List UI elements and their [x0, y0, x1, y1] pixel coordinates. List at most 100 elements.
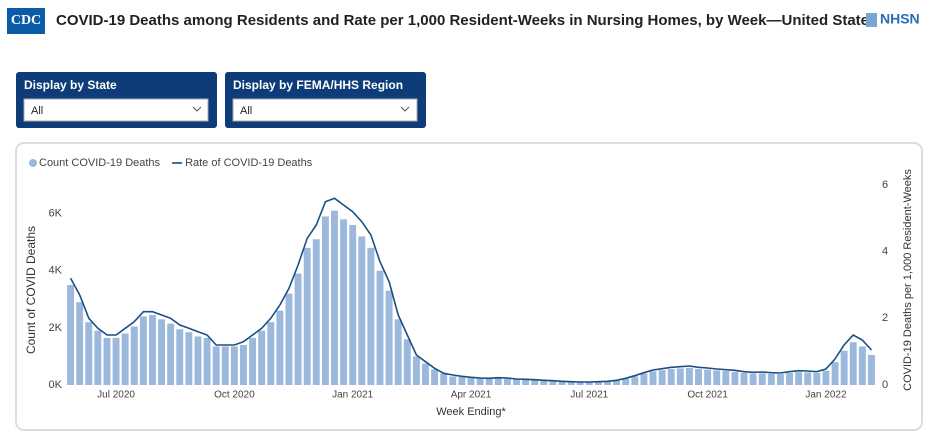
bar: [303, 247, 311, 385]
bar: [695, 369, 702, 385]
bar: [331, 210, 338, 385]
bar: [540, 380, 548, 385]
bar: [713, 370, 721, 385]
bar: [230, 346, 238, 385]
chevron: [192, 106, 202, 112]
bar: [112, 337, 120, 385]
dropdown[interactable]: [232, 98, 418, 122]
chart-panel: [15, 142, 923, 431]
bar: [740, 373, 748, 385]
bar: [467, 377, 475, 385]
legend-label: Rate of COVID-19 Deaths: [185, 157, 313, 169]
x-tick-label: Apr 2021: [451, 390, 492, 401]
bar: [67, 285, 75, 385]
x-tick-label: Jul 2021: [570, 390, 608, 401]
brand: NHSN: [880, 11, 920, 27]
bar: [585, 382, 593, 385]
bar: [804, 372, 812, 385]
dropdown[interactable]: [23, 98, 209, 122]
bar: [340, 219, 348, 385]
bar: [412, 356, 420, 385]
bar: [458, 377, 466, 385]
bar: [194, 336, 202, 385]
filter-label: Display by State: [24, 78, 117, 92]
bar: [121, 333, 129, 385]
y2-tick-label: 0: [882, 379, 888, 391]
bar: [130, 326, 138, 385]
bar: [649, 371, 657, 385]
bar: [394, 319, 402, 385]
bar: [258, 330, 266, 385]
y2-tick-label: 4: [882, 246, 888, 258]
bar: [640, 373, 648, 385]
bar: [76, 302, 84, 385]
bar: [831, 362, 839, 385]
line: [69, 197, 872, 383]
legend-label: Count COVID-19 Deaths: [39, 157, 161, 169]
filter-label: Display by FEMA/HHS Region: [233, 78, 403, 92]
bar: [867, 355, 875, 385]
bar: [185, 332, 193, 385]
bar: [758, 373, 766, 385]
bar: [503, 378, 511, 385]
bar: [176, 329, 184, 385]
bar: [795, 372, 803, 385]
chevron: [400, 106, 410, 112]
y2-tick-label: 6: [882, 179, 888, 191]
bar: [158, 319, 166, 385]
bar: [558, 381, 566, 385]
page-title: COVID-19 Deaths among Residents and Rate…: [56, 12, 877, 29]
dropdown-value: All: [31, 105, 43, 117]
bar: [103, 337, 111, 385]
chart: 0K 2K 4K 6K 0 2 4 6 Jul 2020 Oct 2020 Jan 2021 Apr …: [24, 157, 914, 418]
bar: [594, 381, 602, 385]
y-tick-label: 2K: [49, 322, 63, 334]
bar: [786, 373, 793, 385]
y-tick-label: 4K: [49, 265, 63, 277]
bar: [440, 373, 448, 385]
bar: [613, 380, 621, 385]
bar: [321, 216, 329, 385]
x-tick-label: Jan 2021: [332, 390, 374, 401]
bar: [149, 315, 156, 385]
bar: [685, 367, 693, 385]
bar: [485, 378, 493, 385]
x-axis-title: Week Ending*: [436, 406, 506, 418]
bar: [767, 373, 775, 385]
x-tick-label: Oct 2020: [214, 390, 255, 401]
logo-box: [7, 8, 45, 34]
bar: [494, 378, 502, 385]
bar: [449, 376, 457, 385]
y-axis-title: Count of COVID Deaths: [24, 226, 38, 354]
bar: [212, 346, 220, 385]
y-tick-label: 0K: [49, 379, 63, 391]
bar: [849, 342, 857, 385]
bar: [403, 339, 411, 385]
x-tick-label: Oct 2021: [687, 390, 728, 401]
bar: [522, 379, 530, 385]
bar: [667, 369, 675, 385]
bar: [531, 380, 539, 385]
bar: [422, 363, 429, 385]
bar: [567, 381, 575, 385]
bar: [267, 322, 275, 385]
x-tick-label: Jul 2020: [97, 390, 135, 401]
dropdown-value: All: [240, 105, 252, 117]
bar: [513, 379, 520, 385]
bar: [240, 345, 247, 385]
bar: [631, 376, 639, 385]
bar: [139, 316, 147, 385]
bar: [385, 290, 393, 385]
x-tick-label: Jan 2022: [805, 390, 847, 401]
bar: [822, 370, 830, 385]
y-tick-label: 6K: [49, 207, 63, 219]
bar: [94, 330, 102, 385]
bar: [376, 270, 384, 385]
legend-swatch: [29, 159, 37, 167]
bar: [249, 337, 257, 385]
bar: [704, 369, 712, 385]
bar: [622, 378, 630, 385]
bar: [294, 273, 302, 385]
bar: [285, 293, 293, 385]
